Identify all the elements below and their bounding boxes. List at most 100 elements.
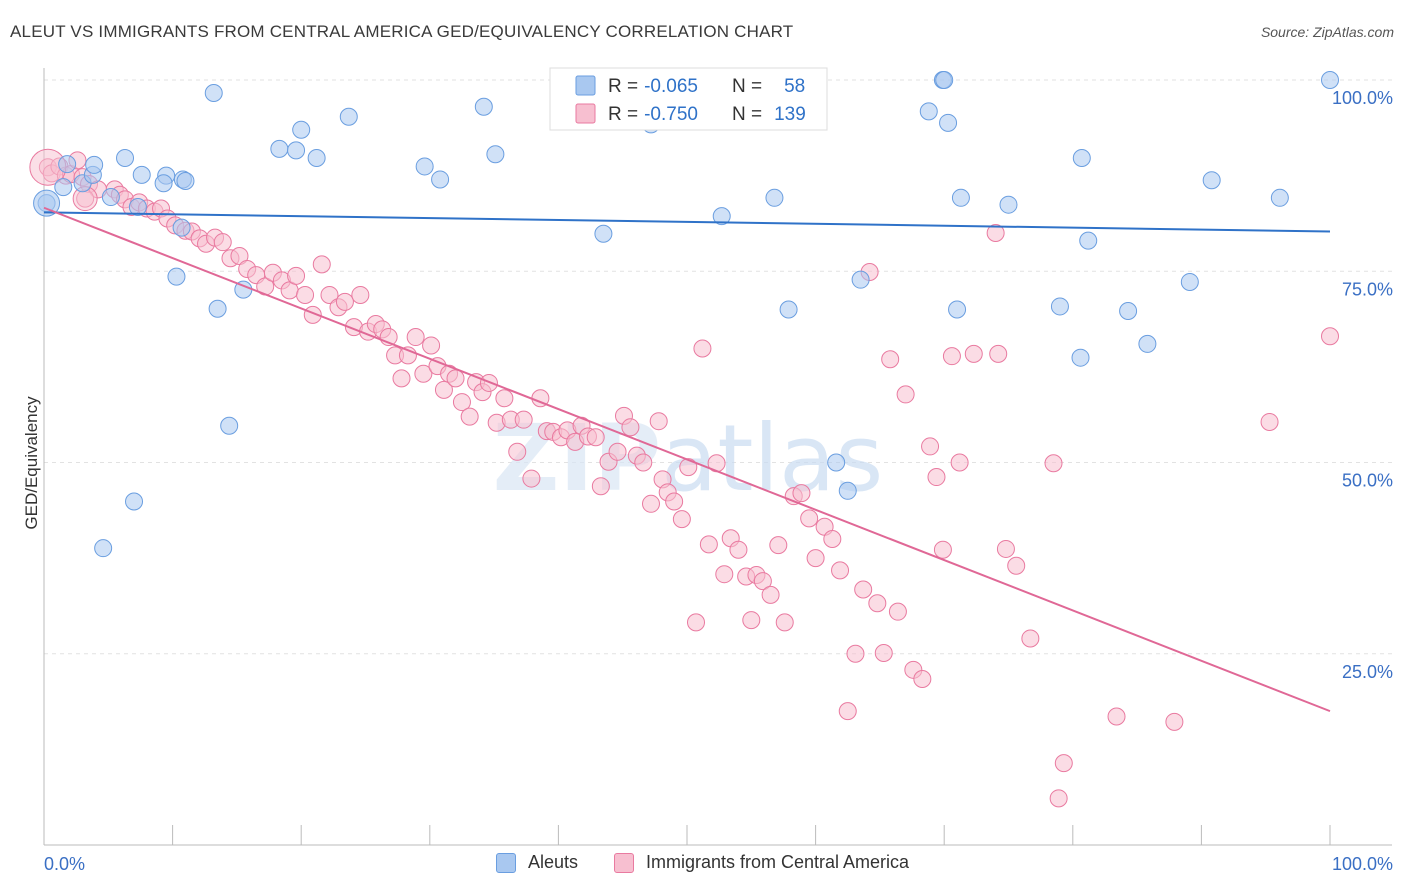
data-point	[204, 84, 223, 103]
x-tick-label: 0.0%	[44, 854, 85, 874]
data-point	[1321, 327, 1339, 346]
data-point	[208, 299, 227, 318]
legend-r-value-aleuts: -0.065	[644, 76, 698, 97]
data-point	[213, 233, 232, 252]
data-point	[672, 510, 691, 529]
legend-item-aleuts[interactable]: Aleuts	[496, 852, 578, 873]
legend-item-immigrants[interactable]: Immigrants from Central America	[614, 852, 909, 873]
data-point	[1079, 231, 1098, 250]
data-point	[434, 380, 453, 399]
data-point	[621, 418, 640, 437]
data-point	[594, 224, 613, 243]
data-point	[1072, 149, 1091, 168]
data-point	[176, 171, 195, 190]
legend-label-aleuts: Aleuts	[528, 852, 579, 872]
data-point	[715, 565, 734, 584]
data-point	[999, 195, 1018, 214]
data-point	[116, 149, 135, 168]
data-point	[446, 369, 465, 388]
data-point	[94, 539, 113, 558]
data-point	[896, 385, 915, 404]
data-point	[838, 702, 857, 721]
data-point	[392, 369, 411, 388]
data-point	[167, 267, 186, 286]
data-point	[881, 350, 900, 369]
data-point	[927, 468, 946, 487]
data-point	[921, 437, 940, 456]
data-point	[514, 410, 533, 429]
data-point	[792, 484, 811, 503]
data-point	[452, 393, 471, 412]
data-point	[1260, 412, 1279, 431]
svg-text:N =58: N = 58	[732, 76, 805, 97]
data-point	[846, 644, 865, 663]
legend-n-label: N =	[732, 76, 762, 97]
y-axis-label: GED/Equivalency	[22, 396, 41, 530]
data-point	[964, 344, 983, 363]
data-point	[287, 266, 306, 285]
data-point	[125, 492, 144, 511]
data-point	[1321, 71, 1339, 89]
data-point	[1049, 789, 1068, 808]
data-point	[335, 292, 354, 311]
data-point	[742, 611, 761, 630]
data-point	[769, 536, 788, 555]
series-immigrants-points	[29, 148, 1339, 808]
data-point	[933, 540, 952, 559]
legend-n-label: N =	[732, 104, 762, 125]
data-point	[1050, 297, 1069, 316]
data-point	[665, 492, 684, 511]
data-point	[415, 157, 434, 176]
data-point	[486, 145, 505, 164]
legend-r-label: R =	[608, 76, 638, 97]
data-point	[307, 149, 326, 168]
data-point	[339, 107, 358, 126]
data-point	[1270, 188, 1289, 207]
data-point	[351, 285, 370, 304]
data-point	[729, 540, 748, 559]
data-point	[827, 453, 846, 472]
data-point	[989, 344, 1008, 363]
tick-labels: 25.0% 50.0% 75.0% 100.0% 0.0% 100.0%	[44, 88, 1393, 874]
data-point	[753, 572, 772, 591]
svg-text:R =-0.750: R = -0.750	[608, 104, 698, 125]
data-point	[422, 336, 441, 355]
data-point	[687, 613, 706, 632]
data-point	[634, 453, 653, 472]
data-point	[474, 97, 493, 116]
data-point	[54, 178, 73, 197]
data-point	[950, 453, 969, 472]
data-point	[85, 155, 104, 174]
data-point	[641, 494, 660, 513]
data-point	[761, 585, 780, 604]
y-tick-label: 100.0%	[1332, 88, 1393, 108]
y-tick-label: 50.0%	[1342, 471, 1393, 491]
legend-swatch-immigrants	[614, 852, 634, 873]
data-point	[128, 197, 147, 216]
data-point	[1007, 556, 1026, 575]
data-point	[986, 224, 1005, 242]
svg-text:N =139: N = 139	[732, 104, 806, 125]
source-label: Source: ZipAtlas.com	[1260, 24, 1394, 40]
data-point	[58, 155, 77, 174]
chart-title: ALEUT VS IMMIGRANTS FROM CENTRAL AMERICA…	[10, 22, 794, 41]
data-point	[823, 530, 842, 548]
data-point	[868, 594, 887, 613]
y-tick-label: 25.0%	[1342, 662, 1393, 682]
data-point	[939, 113, 958, 132]
data-point	[172, 218, 191, 237]
legend-swatch-immigrants	[575, 103, 596, 124]
data-point	[1107, 707, 1126, 726]
data-point	[1119, 302, 1138, 321]
data-point	[431, 170, 450, 189]
data-point	[414, 364, 433, 383]
data-point	[1202, 171, 1221, 190]
data-point	[287, 141, 306, 160]
data-point	[699, 535, 718, 554]
gridlines	[44, 79, 1392, 655]
data-point	[679, 458, 698, 477]
data-point	[292, 120, 311, 139]
data-point	[851, 270, 870, 289]
data-point	[495, 389, 514, 408]
